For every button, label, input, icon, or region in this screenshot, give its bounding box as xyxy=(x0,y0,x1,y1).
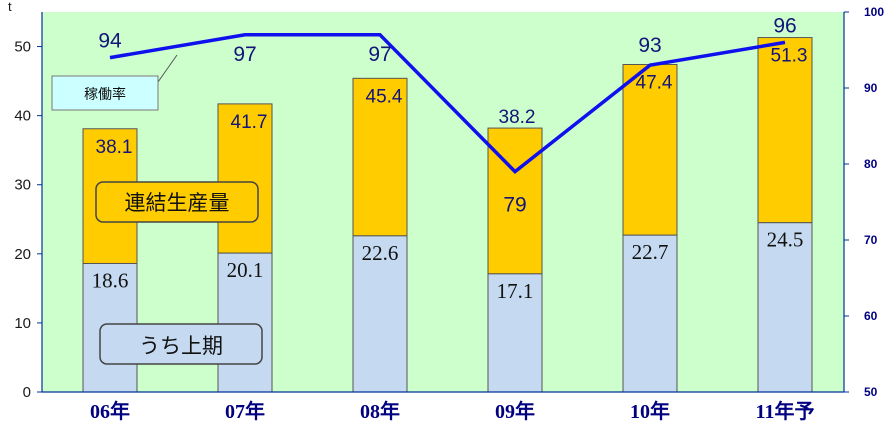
rate-value-label: 93 xyxy=(638,34,661,57)
rate-label-box xyxy=(51,75,159,111)
rate-label-pointer xyxy=(157,54,178,83)
value-labels: 38.1 18.6 94 41.7 20.1 97 45.4 22.6 97 38.2 17.1 79… xyxy=(92,14,808,302)
x-tick-label: 07年 xyxy=(225,399,265,423)
right-tick-label: 50 xyxy=(864,385,878,399)
axes xyxy=(41,12,845,393)
total-value-label: 38.1 xyxy=(96,137,133,158)
series-label-box-total xyxy=(95,181,259,223)
left-tick-label: 10 xyxy=(14,315,31,332)
x-tick-label: 11年予 xyxy=(756,399,815,423)
rate-value-label: 96 xyxy=(773,14,796,37)
series-label-box-first-half xyxy=(99,323,263,365)
total-value-label: 45.4 xyxy=(366,86,403,107)
bars xyxy=(82,37,813,393)
ticks: 06年 07年 08年 09年 10年 11年予 0 10 20 30 40 50 50 60 70 80 90… xyxy=(14,5,884,423)
x-tick-label: 06年 xyxy=(90,399,130,423)
x-tick-label: 09年 xyxy=(495,399,535,423)
series-label-total: 連結生産量 xyxy=(125,191,230,215)
legend-boxes: 連結生産量 うち上期 稼働率 xyxy=(51,54,263,365)
left-tick-label: 20 xyxy=(14,246,31,263)
total-value-label: 47.4 xyxy=(636,73,673,94)
first-half-value-label: 18.6 xyxy=(92,268,129,292)
left-tick-label: 0 xyxy=(23,384,31,401)
left-tick-label: 50 xyxy=(14,39,31,56)
left-axis-unit: t xyxy=(8,0,12,14)
bar-total xyxy=(217,103,273,254)
first-half-value-label: 17.1 xyxy=(497,279,534,303)
bar-total xyxy=(622,64,678,236)
left-tick-label: 30 xyxy=(14,177,31,194)
first-half-value-label: 24.5 xyxy=(767,228,804,252)
total-value-label: 38.2 xyxy=(499,107,536,128)
line-layer xyxy=(109,33,786,174)
series-label-first-half: うち上期 xyxy=(139,334,223,358)
rate-value-label: 94 xyxy=(98,30,122,53)
first-half-value-label: 22.7 xyxy=(632,240,669,264)
rate-value-label: 79 xyxy=(503,194,526,217)
x-tick-label: 08年 xyxy=(360,399,400,423)
total-value-label: 51.3 xyxy=(771,46,808,67)
rate-value-label: 97 xyxy=(233,43,256,66)
first-half-value-label: 20.1 xyxy=(227,258,264,282)
x-tick-label: 10年 xyxy=(630,399,670,423)
right-tick-label: 90 xyxy=(864,81,878,95)
left-tick-label: 40 xyxy=(14,108,31,125)
right-tick-label: 100 xyxy=(864,5,884,19)
bar-first-half xyxy=(622,234,678,393)
bar-first-half xyxy=(757,222,813,393)
right-tick-label: 70 xyxy=(864,233,878,247)
rate-label: 稼働率 xyxy=(84,86,126,103)
total-value-label: 41.7 xyxy=(231,112,268,133)
bar-first-half xyxy=(487,273,543,393)
right-tick-label: 60 xyxy=(864,309,878,323)
rate-line xyxy=(109,33,786,174)
first-half-value-label: 22.6 xyxy=(362,241,399,265)
rate-value-label: 97 xyxy=(368,43,391,66)
right-tick-label: 80 xyxy=(864,157,878,171)
